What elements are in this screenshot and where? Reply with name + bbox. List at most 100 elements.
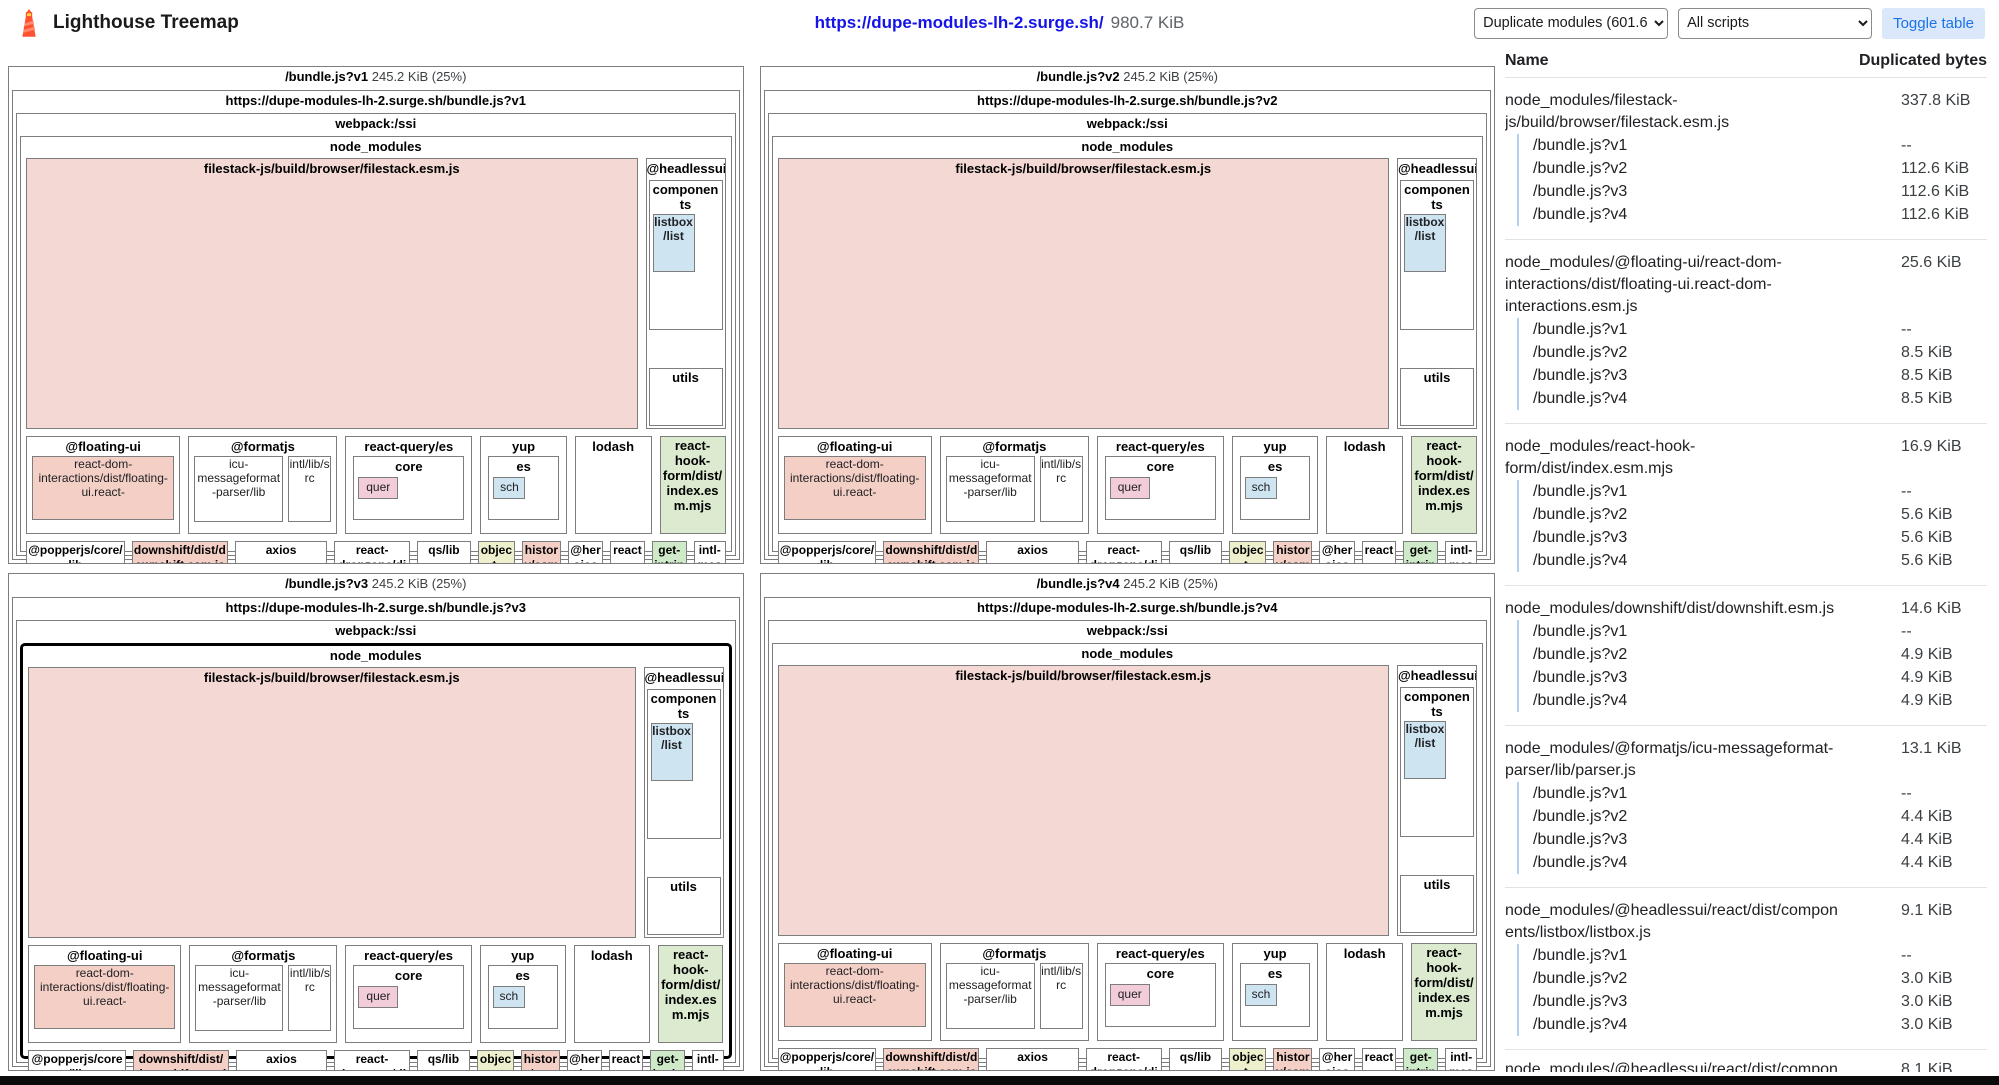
- module-node[interactable]: intl-messag: [1445, 1048, 1478, 1070]
- submodule-leaf[interactable]: quer: [1109, 984, 1150, 1006]
- module-node[interactable]: yup es sch: [480, 436, 567, 534]
- bundle-entry-row[interactable]: /bundle.js?v3 3.0 KiB: [1505, 990, 1987, 1013]
- submodule-node[interactable]: core quer: [1104, 456, 1216, 520]
- module-node[interactable]: lodash: [573, 945, 650, 1043]
- bundle-entry-row[interactable]: /bundle.js?v1 --: [1505, 480, 1987, 503]
- table-group-row[interactable]: node_modules/@headlessui/react/dist/comp…: [1505, 1059, 1987, 1072]
- module-node[interactable]: object-inspect: [1229, 1048, 1267, 1070]
- listbox-node[interactable]: listbox/list: [650, 723, 693, 781]
- node-modules-node[interactable]: node_modules filestack-js/build/browser/f…: [771, 643, 1483, 1070]
- bundle-entry-row[interactable]: /bundle.js?v3 4.4 KiB: [1505, 828, 1987, 851]
- bundle-entry-row[interactable]: /bundle.js?v3 4.9 KiB: [1505, 666, 1987, 689]
- module-node[interactable]: axios: [235, 1050, 328, 1070]
- bundle-entry-row[interactable]: /bundle.js?v1 --: [1505, 782, 1987, 805]
- module-node[interactable]: history/esm/his: [1273, 1048, 1313, 1070]
- webpack-node[interactable]: webpack:/ssi node_modules filestack-js/bui…: [767, 620, 1487, 1070]
- module-node[interactable]: object-inspect: [477, 1050, 514, 1070]
- treemap-quadrant[interactable]: /bundle.js?v4 245.2 KiB (25%) https://dup…: [759, 573, 1495, 1071]
- module-node[interactable]: yup es sch: [1231, 436, 1319, 534]
- module-node[interactable]: get-intrinsic/i: [1403, 541, 1439, 563]
- listbox-node[interactable]: listbox/list: [652, 214, 695, 272]
- module-leaf[interactable]: icu-messageformat-parser/lib: [945, 963, 1035, 1029]
- script-node[interactable]: https://dupe-modules-lh-2.surge.sh/bundl…: [763, 90, 1491, 563]
- bundle-entry-row[interactable]: /bundle.js?v2 112.6 KiB: [1505, 157, 1987, 180]
- module-node[interactable]: history/esm/his: [1273, 541, 1313, 563]
- module-node[interactable]: qs/lib: [1168, 1048, 1223, 1070]
- module-node[interactable]: get-intrinsic/i: [1403, 1048, 1439, 1070]
- module-node[interactable]: react-intl/li: [608, 1050, 644, 1070]
- module-node[interactable]: @formatjs icu-messageformat-parser/lib int…: [188, 436, 338, 534]
- submodule-node[interactable]: core quer: [1104, 963, 1216, 1027]
- module-node[interactable]: @heroicons/re: [566, 1050, 602, 1070]
- module-leaf[interactable]: icu-messageformat-parser/lib: [945, 456, 1035, 522]
- submodule-node[interactable]: es sch: [1239, 963, 1311, 1027]
- webpack-node[interactable]: webpack:/ssi node_modules filestack-js/bui…: [16, 113, 736, 563]
- submodule-leaf[interactable]: sch: [493, 477, 526, 499]
- module-leaf[interactable]: intl/lib/src: [1039, 456, 1083, 522]
- module-node[interactable]: axios: [986, 541, 1079, 563]
- submodule-node[interactable]: core quer: [353, 965, 464, 1029]
- module-leaf[interactable]: intl/lib/src: [288, 965, 332, 1031]
- table-group-row[interactable]: node_modules/@headlessui/react/dist/comp…: [1505, 900, 1987, 944]
- module-node[interactable]: react-intl/li: [610, 541, 645, 563]
- module-node[interactable]: lodash: [574, 436, 652, 534]
- module-node[interactable]: react-dropzone/dist/es: [334, 541, 411, 563]
- script-node[interactable]: https://dupe-modules-lh-2.surge.sh/bundl…: [12, 597, 740, 1070]
- headlessui-node[interactable]: @headlessui components listbox/list utils: [1397, 158, 1477, 429]
- module-node[interactable]: lodash: [1326, 943, 1404, 1041]
- module-node[interactable]: react-dropzone/dist/es: [1085, 1048, 1162, 1070]
- table-group-row[interactable]: node_modules/@formatjs/icu-messageformat…: [1505, 738, 1987, 782]
- module-leaf[interactable]: react-dom-interactions/dist/floating-ui.…: [783, 456, 926, 520]
- module-leaf[interactable]: intl/lib/src: [1039, 963, 1083, 1029]
- filestack-node[interactable]: filestack-js/build/browser/filestack.esm…: [26, 158, 638, 429]
- module-node[interactable]: react-dropzone/dist/es: [334, 1050, 410, 1070]
- module-node[interactable]: qs/lib: [417, 541, 471, 563]
- bundle-entry-row[interactable]: /bundle.js?v3 5.6 KiB: [1505, 526, 1987, 549]
- submodule-node[interactable]: es sch: [488, 456, 559, 520]
- node-modules-node[interactable]: node_modules filestack-js/build/browser/f…: [771, 136, 1483, 563]
- module-node[interactable]: @heroicons/re: [567, 541, 604, 563]
- module-node[interactable]: get-intrinsic/i: [651, 541, 687, 563]
- module-node[interactable]: axios: [234, 541, 328, 563]
- script-node[interactable]: https://dupe-modules-lh-2.surge.sh/bundl…: [763, 597, 1491, 1070]
- view-mode-select[interactable]: Duplicate modules (601.6 KiB): [1474, 7, 1669, 39]
- bundle-entry-row[interactable]: /bundle.js?v2 3.0 KiB: [1505, 967, 1987, 990]
- module-leaf[interactable]: intl/lib/src: [288, 456, 332, 522]
- module-node[interactable]: @formatjs icu-messageformat-parser/lib int…: [939, 943, 1089, 1041]
- module-node[interactable]: react-query/es core quer: [1096, 943, 1224, 1041]
- module-node[interactable]: react-query/es core quer: [345, 436, 473, 534]
- utils-node[interactable]: utils: [648, 368, 723, 426]
- node-modules-node[interactable]: node_modules filestack-js/build/browser/f…: [20, 643, 732, 1070]
- module-node[interactable]: yup es sch: [479, 945, 566, 1043]
- bundle-entry-row[interactable]: /bundle.js?v2 4.9 KiB: [1505, 643, 1987, 666]
- submodule-leaf[interactable]: sch: [492, 986, 525, 1008]
- module-node[interactable]: downshift/dist/downshift.esm.js: [883, 541, 980, 563]
- filestack-node[interactable]: filestack-js/build/browser/filestack.esm…: [777, 665, 1389, 936]
- webpack-node[interactable]: webpack:/ssi node_modules filestack-js/bui…: [767, 113, 1487, 563]
- module-node[interactable]: axios: [986, 1048, 1079, 1070]
- components-node[interactable]: components listbox/list: [1400, 180, 1474, 330]
- module-node[interactable]: @formatjs icu-messageformat-parser/lib int…: [189, 945, 338, 1043]
- bundle-entry-row[interactable]: /bundle.js?v4 4.4 KiB: [1505, 851, 1987, 874]
- module-node[interactable]: react-intl/li: [1361, 1048, 1397, 1070]
- bundle-entry-row[interactable]: /bundle.js?v3 112.6 KiB: [1505, 180, 1987, 203]
- module-node[interactable]: react-hook-form/dist/index.esm.mjs: [657, 945, 724, 1043]
- headlessui-node[interactable]: @headlessui components listbox/list utils: [643, 667, 724, 938]
- bundle-entry-row[interactable]: /bundle.js?v1 --: [1505, 318, 1987, 341]
- components-node[interactable]: components listbox/list: [648, 180, 723, 330]
- module-node[interactable]: qs/lib: [416, 1050, 471, 1070]
- module-node[interactable]: object-inspect: [477, 541, 515, 563]
- module-node[interactable]: intl-messag: [1445, 541, 1478, 563]
- module-node[interactable]: downshift/dist/downshift.esm.js: [131, 541, 228, 563]
- treemap-quadrant[interactable]: /bundle.js?v1 245.2 KiB (25%) https://dup…: [8, 66, 744, 564]
- module-node[interactable]: react-query/es core quer: [345, 945, 472, 1043]
- listbox-node[interactable]: listbox/list: [1404, 721, 1446, 779]
- script-node[interactable]: https://dupe-modules-lh-2.surge.sh/bundl…: [12, 90, 740, 563]
- components-node[interactable]: components listbox/list: [1400, 687, 1474, 837]
- headlessui-node[interactable]: @headlessui components listbox/list utils: [1397, 665, 1477, 936]
- module-leaf[interactable]: icu-messageformat-parser/lib: [195, 965, 284, 1031]
- module-node[interactable]: @popperjs/core/lib: [777, 541, 877, 563]
- headlessui-node[interactable]: @headlessui components listbox/list utils: [645, 158, 726, 429]
- module-node[interactable]: @heroicons/re: [1319, 541, 1355, 563]
- script-select[interactable]: All scripts: [1678, 7, 1873, 39]
